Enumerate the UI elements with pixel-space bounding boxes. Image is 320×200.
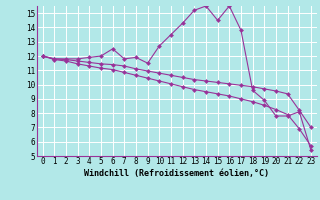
X-axis label: Windchill (Refroidissement éolien,°C): Windchill (Refroidissement éolien,°C) [84,169,269,178]
